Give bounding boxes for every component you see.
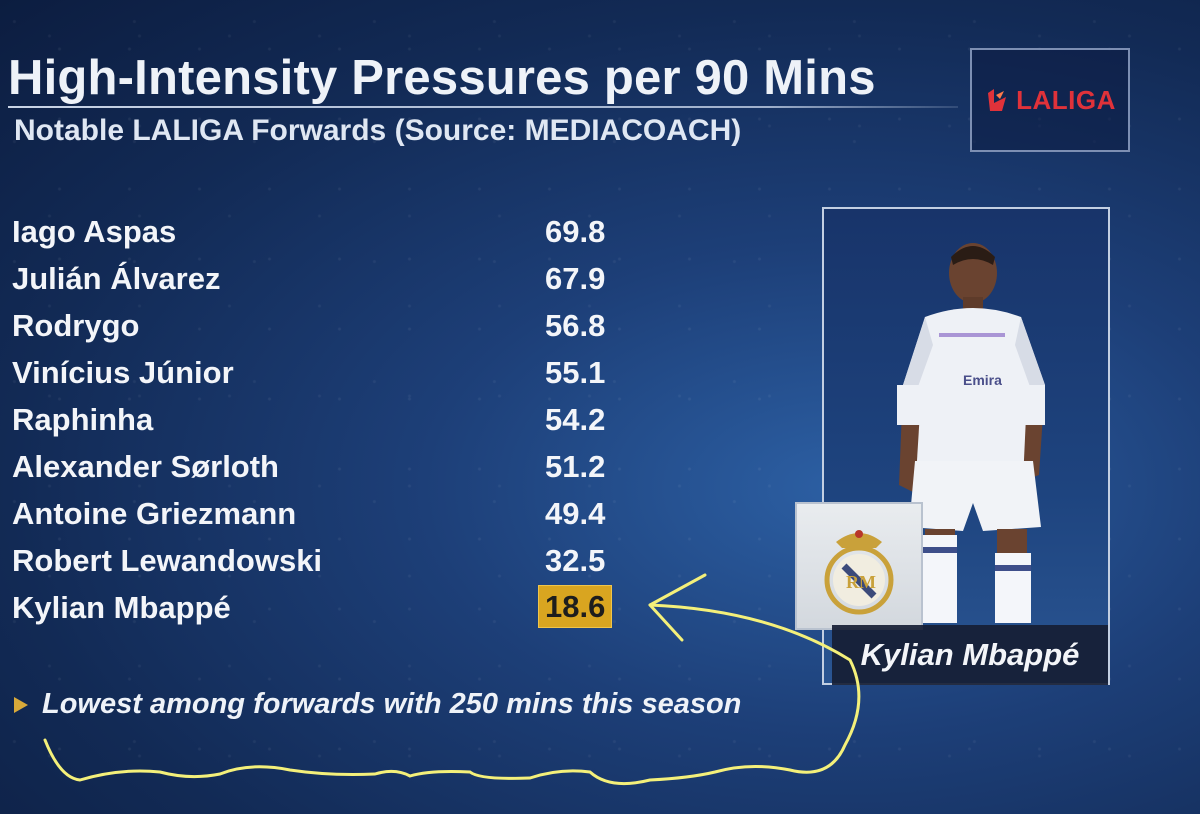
list-item: Alexander Sørloth 51.2	[12, 445, 632, 492]
highlighted-value: 18.6	[538, 585, 613, 628]
svg-text:Emira: Emira	[963, 372, 1002, 388]
list-item: Robert Lewandowski 32.5	[12, 539, 632, 586]
featured-name-plate: Kylian Mbappé	[832, 625, 1108, 685]
footnote: Lowest among forwards with 250 mins this…	[14, 688, 741, 721]
player-name: Rodrygo	[12, 308, 140, 343]
list-item: Antoine Griezmann 49.4	[12, 492, 632, 539]
player-photo: Emira	[897, 243, 1045, 623]
logo-text: LALIGA	[1016, 84, 1116, 115]
player-name: Julián Álvarez	[12, 261, 221, 296]
list-item: Rodrygo 56.8	[12, 304, 632, 351]
laliga-mark-icon	[988, 89, 1007, 111]
triangle-bullet-icon	[14, 696, 28, 713]
title-divider	[8, 106, 958, 108]
player-value: 49.4	[545, 496, 606, 531]
list-item: Vinícius Júnior 55.1	[12, 351, 632, 398]
player-name: Robert Lewandowski	[12, 543, 323, 578]
laliga-logo: LALIGA	[970, 48, 1130, 152]
player-name: Antoine Griezmann	[12, 496, 297, 531]
page-subtitle: Notable LALIGA Forwards (Source: MEDIACO…	[14, 114, 742, 147]
player-name: Raphinha	[12, 402, 154, 437]
page-title: High-Intensity Pressures per 90 Mins	[8, 51, 876, 105]
player-list: Iago Aspas 69.8 Julián Álvarez 67.9 Rodr…	[12, 210, 632, 633]
player-value: 67.9	[545, 261, 606, 296]
real-madrid-crest-icon: RM	[824, 530, 894, 615]
list-item-highlighted: Kylian Mbappé 18.6	[12, 585, 632, 633]
list-item: Raphinha 54.2	[12, 398, 632, 445]
svg-text:RM: RM	[846, 572, 876, 592]
player-value: 54.2	[545, 402, 606, 437]
club-badge: RM	[795, 502, 923, 630]
player-name: Kylian Mbappé	[12, 590, 231, 625]
player-value: 69.8	[545, 214, 606, 249]
list-item: Iago Aspas 69.8	[12, 210, 632, 257]
list-item: Julián Álvarez 67.9	[12, 257, 632, 304]
player-value: 56.8	[545, 308, 606, 343]
player-value: 55.1	[545, 355, 606, 390]
player-name: Iago Aspas	[12, 214, 177, 249]
player-name: Vinícius Júnior	[12, 355, 234, 390]
player-value: 32.5	[545, 543, 606, 578]
player-name: Alexander Sørloth	[12, 449, 279, 484]
player-value: 51.2	[545, 449, 606, 484]
featured-player-name: Kylian Mbappé	[860, 637, 1080, 672]
annotation-arrow-icon	[648, 573, 707, 642]
footnote-text: Lowest among forwards with 250 mins this…	[42, 688, 742, 720]
